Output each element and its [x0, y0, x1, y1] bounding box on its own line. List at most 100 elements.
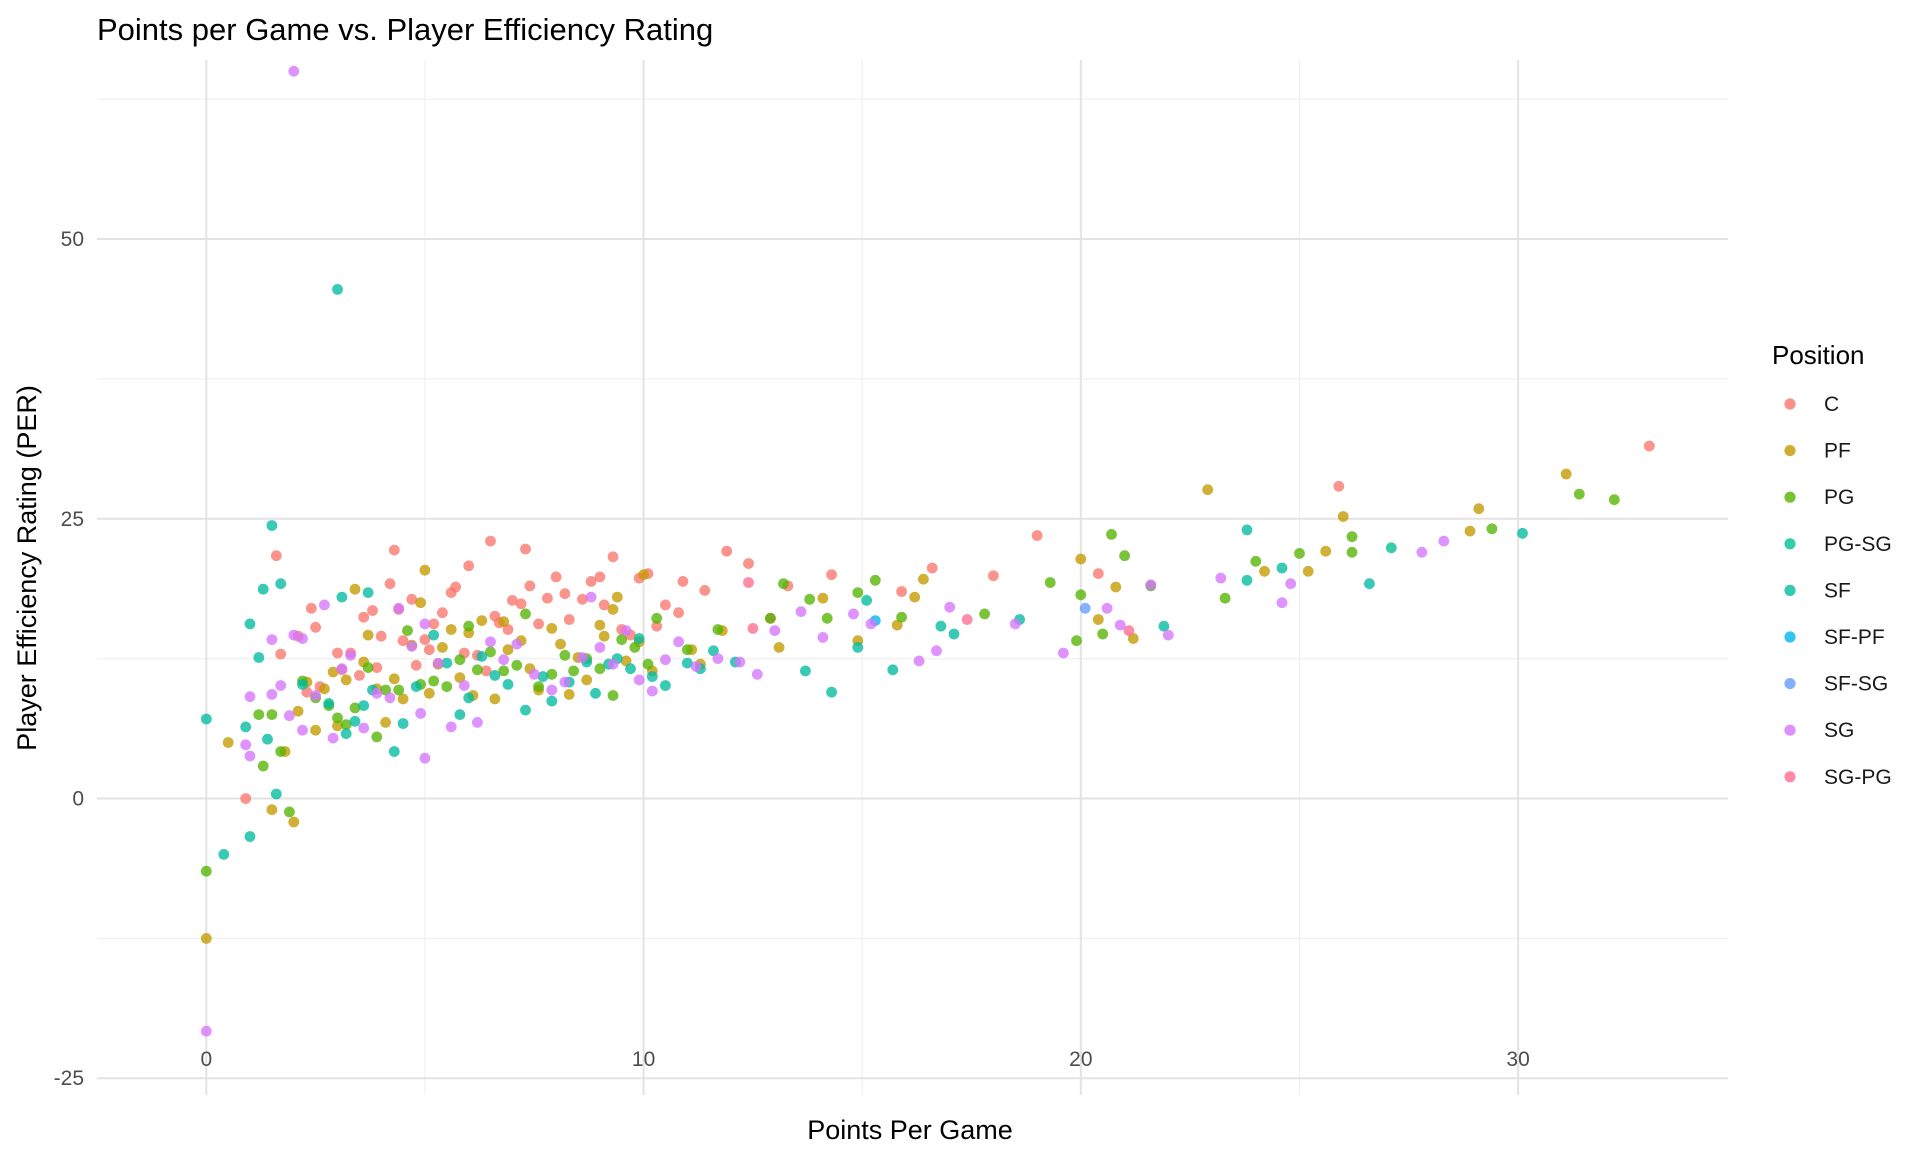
point-sg	[244, 691, 256, 703]
point-c	[673, 607, 684, 619]
point-pg	[1573, 488, 1585, 500]
point-pg	[642, 658, 654, 670]
point-pf	[1092, 614, 1104, 625]
point-c	[275, 648, 287, 660]
point-sg	[577, 652, 588, 663]
legend-key-sf-pf	[1784, 631, 1796, 643]
point-c	[1643, 440, 1655, 452]
point-c	[419, 634, 431, 645]
point-pf	[598, 630, 610, 642]
point-c	[563, 614, 575, 625]
point-pf	[1259, 565, 1270, 577]
point-pg	[559, 649, 571, 661]
point-pg	[765, 612, 776, 624]
point-sg	[607, 658, 619, 670]
point-sg	[371, 687, 383, 699]
point-sg	[1162, 629, 1174, 641]
point-pf	[594, 619, 606, 631]
point-sf	[861, 595, 872, 606]
point-c	[410, 659, 422, 671]
legend-items: C PF PG PG-SG SF SF-PF SF-SG SG SG-PG	[1784, 393, 1892, 789]
point-sf	[537, 671, 549, 682]
point-pf	[419, 564, 431, 576]
point-sg	[712, 653, 724, 664]
point-pf	[918, 573, 929, 585]
point-c	[743, 558, 754, 569]
point-sg	[327, 732, 339, 744]
point-sg	[266, 634, 278, 645]
point-pf	[555, 638, 566, 650]
point-sg	[358, 722, 370, 734]
legend-label: PG-SG	[1824, 533, 1892, 556]
point-sf	[646, 671, 658, 682]
point-pf	[200, 933, 212, 944]
point-c	[375, 630, 387, 642]
legend-key-pg-sg	[1784, 538, 1796, 550]
point-c	[480, 665, 492, 677]
point-pf	[611, 591, 623, 603]
point-sf	[1517, 527, 1528, 539]
point-pg	[266, 709, 278, 720]
point-pf	[327, 666, 339, 678]
point-pg	[629, 642, 641, 653]
point-sf	[332, 284, 343, 295]
point-pg	[340, 719, 352, 730]
point-sg	[284, 710, 295, 722]
point-sf	[463, 692, 475, 704]
point-sf	[489, 670, 501, 681]
point-sg	[848, 608, 859, 620]
point-sf	[200, 713, 212, 725]
point-c	[450, 581, 461, 593]
point-c	[896, 586, 907, 597]
point-sf	[262, 733, 273, 745]
point-pf	[1075, 553, 1087, 565]
legend-label: SG	[1824, 719, 1854, 742]
point-pf	[489, 693, 501, 705]
point-pg	[1608, 494, 1620, 506]
point-sg	[646, 685, 658, 697]
point-sg	[931, 645, 942, 657]
point-sg	[310, 690, 321, 701]
point-sf	[625, 663, 636, 675]
point-sg	[1114, 619, 1126, 631]
point-pg	[607, 690, 619, 701]
point-sf	[633, 633, 645, 644]
point-pf	[397, 693, 409, 705]
point-c	[305, 602, 317, 614]
point-c	[524, 580, 536, 592]
point-sf	[257, 583, 269, 595]
legend: Position C PF PG PG-SG SF SF-PF SF-SG SG SG-PG	[1772, 340, 1892, 789]
point-sf	[520, 704, 531, 716]
point-sf	[935, 620, 947, 632]
point-pg	[1075, 589, 1087, 601]
point-pf	[498, 616, 510, 628]
y-tick-label: -25	[54, 1067, 84, 1090]
point-pg	[869, 574, 881, 586]
point-c	[515, 598, 527, 610]
point-sg	[751, 668, 763, 680]
data-points	[200, 65, 1655, 1037]
point-pf	[1464, 525, 1476, 537]
point-pg	[275, 746, 287, 757]
y-axis-title: Player Efficiency Rating (PER)	[12, 385, 42, 751]
point-sf	[323, 698, 335, 709]
point-pf	[292, 705, 304, 717]
legend-label: SF-PF	[1824, 626, 1885, 649]
point-pg	[349, 702, 361, 714]
point-pg	[681, 644, 693, 656]
point-sg	[297, 633, 308, 644]
point-pg	[778, 578, 789, 590]
point-sg	[594, 642, 606, 653]
point-pg	[852, 587, 864, 598]
point-pf	[476, 615, 488, 626]
point-pg	[979, 608, 990, 620]
point-pg	[1346, 531, 1358, 543]
y-tick-label: 50	[61, 228, 84, 251]
point-pf	[423, 687, 435, 699]
x-tick-label: 10	[632, 1048, 655, 1071]
point-pf	[1473, 503, 1485, 515]
point-pg	[200, 865, 212, 877]
point-pg	[257, 760, 269, 772]
point-pg	[485, 646, 496, 658]
point-sg	[817, 632, 829, 643]
